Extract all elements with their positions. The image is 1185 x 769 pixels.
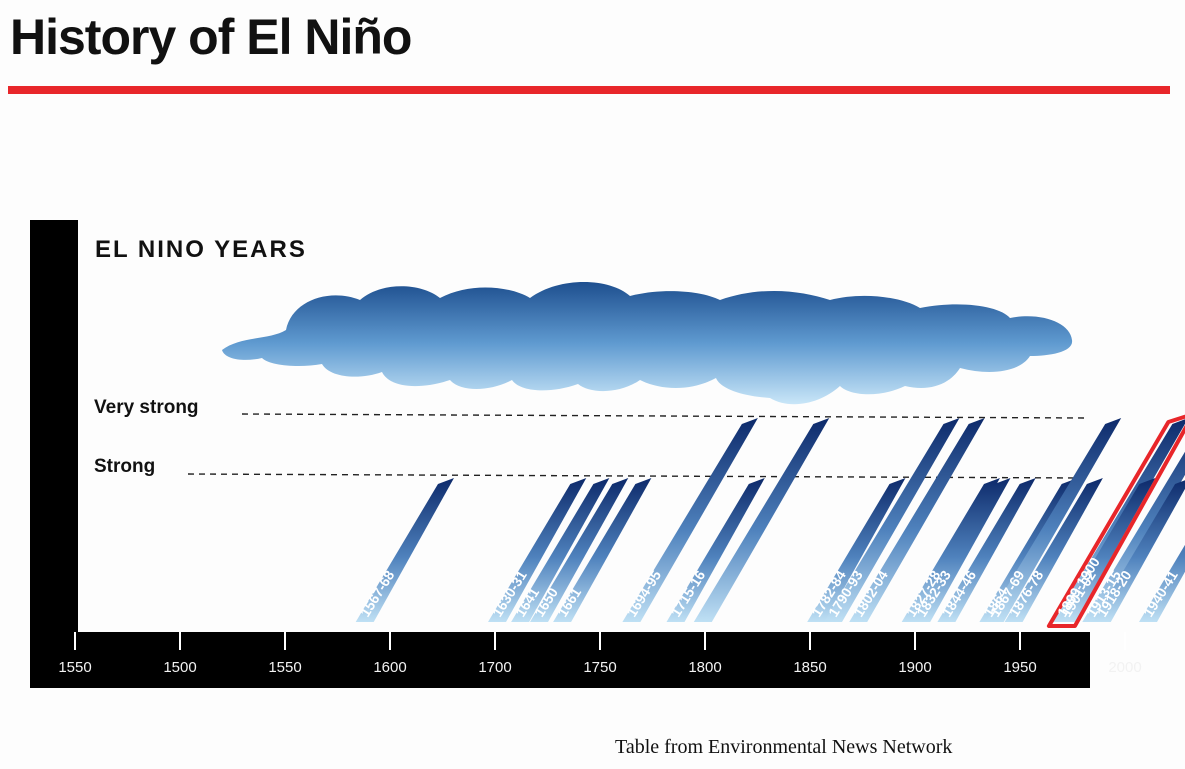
event-bar — [807, 478, 906, 622]
storm-cloud-icon — [222, 282, 1073, 405]
x-tick-label: 1900 — [898, 659, 931, 676]
event-bar — [530, 478, 629, 622]
event-bar — [553, 478, 652, 622]
event-bars — [355, 418, 1185, 622]
x-tick-label: 1550 — [268, 659, 301, 676]
event-bar — [901, 478, 1000, 622]
event-bar — [849, 418, 985, 622]
event-bar — [355, 478, 454, 622]
x-tick-label: 1550 — [58, 659, 91, 676]
event-bar — [488, 478, 587, 622]
x-tick-label: 1500 — [163, 659, 196, 676]
event-bar — [1004, 478, 1103, 622]
x-tick-label: 1750 — [583, 659, 616, 676]
very-strong-label: Very strong — [94, 397, 199, 418]
x-tick-label: 1800 — [688, 659, 721, 676]
x-tick-label: 1600 — [373, 659, 406, 676]
event-bar — [1139, 544, 1185, 622]
event-bar — [693, 418, 830, 622]
title-underline — [8, 86, 1170, 94]
event-bar — [1092, 480, 1185, 622]
event-bar — [1082, 451, 1185, 622]
x-tick-label: 1850 — [793, 659, 826, 676]
event-bar — [622, 418, 758, 622]
event-bar — [511, 478, 610, 622]
event-bar — [937, 478, 1036, 622]
event-bar — [912, 478, 1011, 622]
event-highlights — [1046, 414, 1185, 628]
x-axis-band — [30, 632, 1090, 688]
x-tick-label: 1700 — [478, 659, 511, 676]
event-bar — [985, 418, 1122, 622]
highlight-outline — [1046, 414, 1185, 628]
x-tick-label: 1950 — [1003, 659, 1036, 676]
event-bar — [824, 418, 960, 622]
y-axis-bar — [30, 220, 78, 684]
event-bar — [1057, 478, 1156, 622]
very-strong-threshold-line — [241, 413, 1086, 419]
chart-title: EL NINO YEARS — [95, 236, 307, 263]
event-bar — [666, 478, 765, 622]
page-title: History of El Niño — [10, 9, 412, 65]
x-axis-ticks: 1550 1500 1550 1600 1700 1750 1800 1850 1900 1950… — [58, 632, 1142, 676]
x-tick-label: 2000 — [1108, 659, 1141, 676]
strong-label: Strong — [94, 456, 155, 477]
source-credit: Table from Environmental News Network — [615, 736, 953, 758]
